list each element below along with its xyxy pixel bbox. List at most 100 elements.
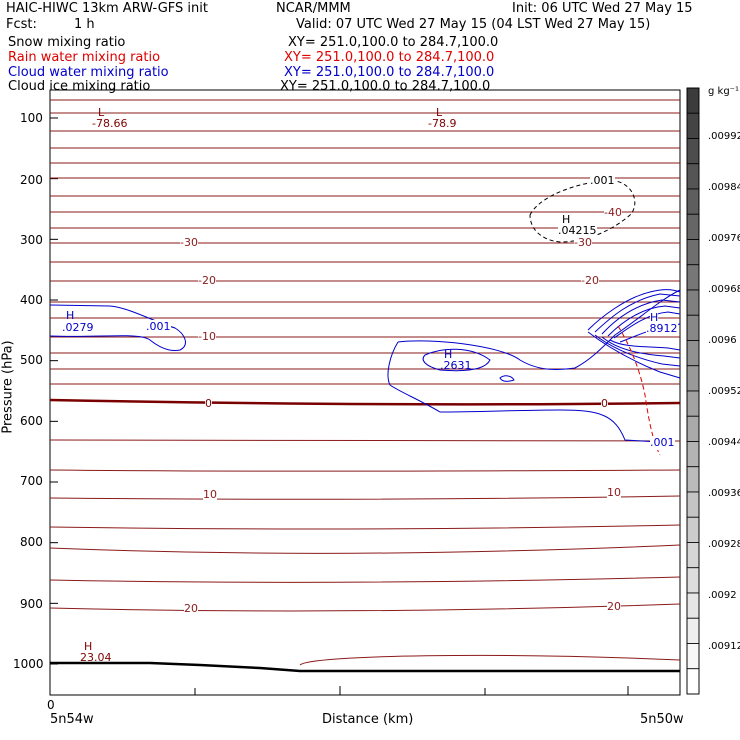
- contour-label: 10: [607, 486, 621, 500]
- colorbar-tick-label: .00928: [708, 539, 740, 550]
- colorbar-bin: [686, 592, 700, 619]
- high-value: .04215: [558, 224, 597, 238]
- colorbar-frame: [686, 87, 700, 695]
- fcst-value: 1 h: [74, 17, 95, 32]
- colorbar-bin: [686, 264, 700, 291]
- contour-label: -30: [180, 236, 198, 250]
- field-xy-cloud-water: XY= 251.0,100.0 to 284.7,100.0: [284, 65, 495, 80]
- colorbar-tick-label: .00968: [708, 284, 740, 295]
- colorbar-tick-label: .00976: [708, 233, 740, 244]
- colorbar-tick-label: .00952: [708, 386, 740, 397]
- org-label: NCAR/MMM: [276, 1, 351, 16]
- x-left-location: 5n54w: [50, 712, 94, 727]
- field-name-rain: Rain water mixing ratio: [8, 50, 161, 65]
- colorbar-bin: [686, 213, 700, 240]
- colorbar-bin: [686, 314, 700, 341]
- field-xy-snow: XY= 251.0,100.0 to 284.7,100.0: [288, 35, 499, 50]
- valid-time: Valid: 07 UTC Wed 27 May 15 (04 LST Wed …: [296, 17, 651, 32]
- colorbar-bin: [686, 491, 700, 518]
- contour-label: -10: [198, 330, 216, 344]
- high-value: .0279: [62, 321, 94, 334]
- colorbar-bin: [686, 340, 700, 367]
- colorbar-bin: [686, 466, 700, 493]
- y-axis-label: Pressure (hPa): [0, 340, 16, 434]
- colorbar-tick-label: .00984: [708, 182, 740, 193]
- colorbar: [686, 87, 700, 695]
- colorbar-bin: [686, 643, 700, 670]
- contour-label: 20: [607, 600, 621, 614]
- contour-label: 10: [203, 488, 217, 502]
- y-tick-label: 600: [20, 414, 43, 428]
- colorbar-tick-label: .00912: [708, 641, 740, 652]
- field-name-cloud-water: Cloud water mixing ratio: [8, 65, 169, 80]
- y-tick-label: 100: [20, 111, 43, 125]
- y-tick-label: 400: [20, 293, 43, 307]
- rain-water-contour: [617, 325, 661, 456]
- colorbar-bin: [686, 516, 700, 543]
- colorbar-bin: [686, 87, 700, 114]
- model-title: HAIC-HIWC 13km ARW-GFS init: [6, 1, 208, 16]
- plot-frame: [49, 89, 681, 696]
- contour-label: 0: [601, 397, 608, 411]
- colorbar-tick-label: .00992: [708, 131, 740, 142]
- high-value: 23.04: [80, 651, 112, 664]
- colorbar-bin: [686, 567, 700, 594]
- cloud-water-label: .001: [146, 320, 171, 334]
- contour-label: -30: [574, 236, 592, 250]
- high-marker: H: [84, 640, 93, 653]
- high-marker: H: [444, 348, 453, 361]
- colorbar-bin: [686, 163, 700, 190]
- cloud-ice-label: .001: [590, 174, 615, 188]
- fcst-label: Fcst:: [6, 17, 37, 32]
- colorbar-bin: [686, 441, 700, 468]
- high-value: .8912: [646, 322, 678, 336]
- x-right-location: 5n50w: [640, 712, 684, 727]
- low-marker: L: [436, 106, 443, 119]
- colorbar-bin: [686, 365, 700, 392]
- low-value: -78.66: [92, 117, 128, 130]
- x-axis-label: Distance (km): [322, 712, 414, 727]
- high-marker: H: [66, 309, 75, 322]
- colorbar-tick-label: .0096: [708, 335, 737, 346]
- contour-label: -20: [581, 274, 599, 288]
- contour-label: 0: [205, 397, 212, 411]
- y-tick-label: 500: [20, 353, 43, 367]
- colorbar-bin: [686, 390, 700, 417]
- colorbar-bin: [686, 668, 700, 695]
- y-tick-label: 900: [20, 597, 43, 611]
- field-name-snow: Snow mixing ratio: [8, 35, 126, 50]
- x-origin-label: 0: [47, 698, 55, 712]
- init-time: Init: 06 UTC Wed 27 May 15: [512, 1, 693, 16]
- colorbar-unit: g kg⁻¹: [708, 86, 739, 97]
- high-marker: H: [650, 311, 659, 325]
- colorbar-bin: [686, 289, 700, 316]
- y-tick-label: 800: [20, 535, 43, 549]
- colorbar-bin: [686, 239, 700, 266]
- colorbar-bin: [686, 112, 700, 139]
- contour-label: -40: [604, 206, 622, 220]
- contour-label: 20: [184, 602, 198, 616]
- low-marker: L: [98, 106, 105, 119]
- colorbar-tick-label: .0092: [708, 590, 737, 601]
- terrain-line: [50, 661, 680, 673]
- colorbar-bin: [686, 138, 700, 165]
- colorbar-bin: [686, 617, 700, 644]
- y-tick-label: 300: [20, 233, 43, 247]
- high-marker: H: [562, 213, 571, 226]
- cloud-water-label: .001: [650, 436, 675, 450]
- colorbar-bin: [686, 188, 700, 215]
- colorbar-bin: [686, 415, 700, 442]
- y-axis-ticks: [50, 117, 58, 665]
- y-tick-label: 700: [20, 474, 43, 488]
- field-xy-rain: XY= 251.0,100.0 to 284.7,100.0: [284, 50, 495, 65]
- contour-label: -20: [198, 274, 216, 288]
- high-value: .2631: [440, 359, 472, 372]
- temperature-contours: [49, 99, 681, 666]
- freezing-level-contour: [49, 398, 681, 406]
- cloud-water-contours: [49, 289, 681, 443]
- colorbar-tick-label: .00936: [708, 488, 740, 499]
- colorbar-bin: [686, 542, 700, 569]
- colorbar-tick-label: .00944: [708, 437, 740, 448]
- y-tick-label: 1000: [13, 657, 44, 671]
